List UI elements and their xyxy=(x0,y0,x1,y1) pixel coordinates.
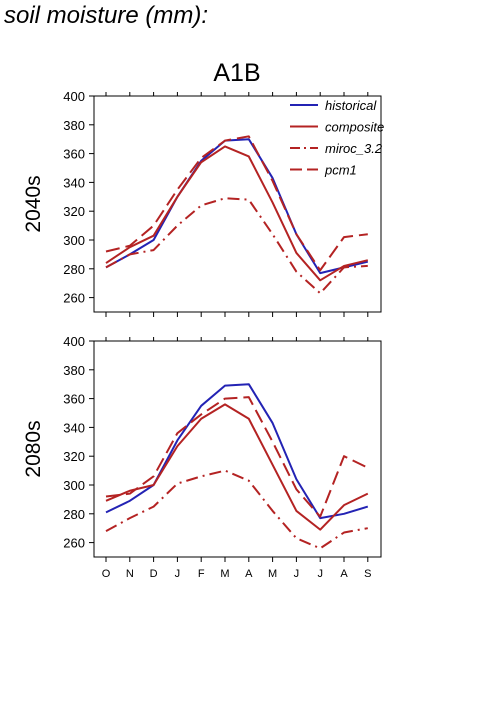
series-miroc-3-2-line xyxy=(105,469,368,550)
x-tick-label: D xyxy=(150,568,158,580)
legend-label: pcm1 xyxy=(324,163,357,178)
series-composite-line xyxy=(105,403,369,531)
x-tick-label: F xyxy=(198,568,205,580)
legend: historical composite miroc_3.2 pcm1 xyxy=(290,98,384,178)
chart-title: A1B xyxy=(213,59,260,87)
x-tick-label: M xyxy=(220,568,229,580)
plot-frame xyxy=(93,95,382,313)
panel-label: 2080s xyxy=(22,420,45,477)
series-historical-line xyxy=(105,138,369,275)
legend-label: composite xyxy=(325,120,384,135)
y-tick-label: 320 xyxy=(63,204,85,219)
x-tick-label: M xyxy=(268,568,277,580)
plot-frame xyxy=(93,340,382,558)
x-tick-label: N xyxy=(126,568,134,580)
y-tick-label: 340 xyxy=(63,420,85,435)
x-tick-label: J xyxy=(317,568,323,580)
panel-label: 2040s xyxy=(22,175,45,232)
x-tick-label: J xyxy=(294,568,300,580)
x-tick-label: O xyxy=(102,568,111,580)
y-tick-label: 340 xyxy=(63,175,85,190)
panel-2080s: 260 280 300 320 340 360 380 400 2080s xyxy=(22,334,382,562)
panel-2040s: 260 280 300 320 340 360 380 400 2040s xyxy=(22,89,382,317)
y-tick-label: 300 xyxy=(63,233,85,248)
legend-label: miroc_3.2 xyxy=(325,141,383,156)
y-tick-label: 280 xyxy=(63,262,85,277)
y-tick-label: 400 xyxy=(63,334,85,349)
page-title: soil moisture (mm): xyxy=(4,2,209,29)
y-tick-label: 280 xyxy=(63,507,85,522)
series-miroc-3-2-line xyxy=(105,197,368,295)
y-tick-label: 300 xyxy=(63,478,85,493)
y-tick-label: 360 xyxy=(63,147,85,162)
legend-label: historical xyxy=(325,98,377,113)
series-historical-line xyxy=(105,383,369,520)
x-tick-label: A xyxy=(340,568,348,580)
series-pcm1-line xyxy=(105,396,369,518)
y-tick-label: 380 xyxy=(63,363,85,378)
x-tick-label: A xyxy=(245,568,253,580)
series-pcm1-line xyxy=(105,135,368,272)
x-tick-label: J xyxy=(175,568,181,580)
y-tick-label: 320 xyxy=(63,449,85,464)
series-composite-line xyxy=(105,145,369,282)
y-tick-label: 400 xyxy=(63,89,85,104)
y-tick-label: 360 xyxy=(63,392,85,407)
y-tick-label: 260 xyxy=(63,291,85,306)
x-tick-label: S xyxy=(364,568,371,580)
y-tick-label: 260 xyxy=(63,536,85,551)
y-tick-label: 380 xyxy=(63,118,85,133)
